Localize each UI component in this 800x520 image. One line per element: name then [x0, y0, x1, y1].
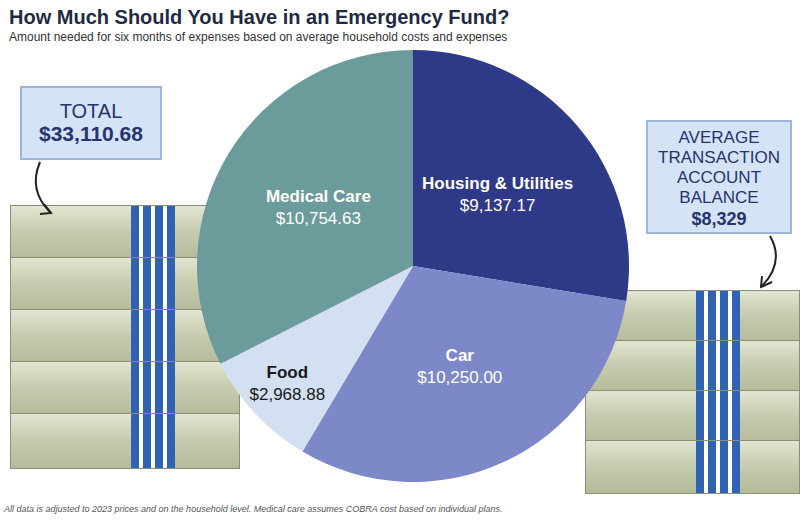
svg-text:$2,968.88: $2,968.88: [249, 385, 325, 404]
html-text:$8,329: $8,329: [691, 209, 747, 229]
html-text:All data is adjusted to 2023 p: All data is adjusted to 2023 prices and …: [4, 504, 503, 514]
svg-text:Medical Care: Medical Care: [266, 187, 371, 206]
svg-text:Car: Car: [446, 346, 475, 365]
html-text:AVERAGE TRANSACTION ACCOUNT BA: AVERAGE TRANSACTION ACCOUNT BALANCE: [658, 128, 780, 207]
svg-text:Amount needed for six months o: Amount needed for six months of expenses…: [9, 30, 507, 44]
svg-text:Food: Food: [267, 363, 309, 382]
svg-text:$9,137.17: $9,137.17: [460, 196, 536, 215]
svg-text:How Much Should You Have in an: How Much Should You Have in an Emergency…: [9, 6, 509, 28]
html-text:TOTAL: TOTAL: [59, 100, 123, 122]
svg-text:$10,250.00: $10,250.00: [417, 368, 502, 387]
html-text:$33,110.68: $33,110.68: [39, 122, 143, 145]
svg-text:Housing & Utilities: Housing & Utilities: [422, 174, 573, 193]
svg-text:$10,754.63: $10,754.63: [276, 209, 361, 228]
